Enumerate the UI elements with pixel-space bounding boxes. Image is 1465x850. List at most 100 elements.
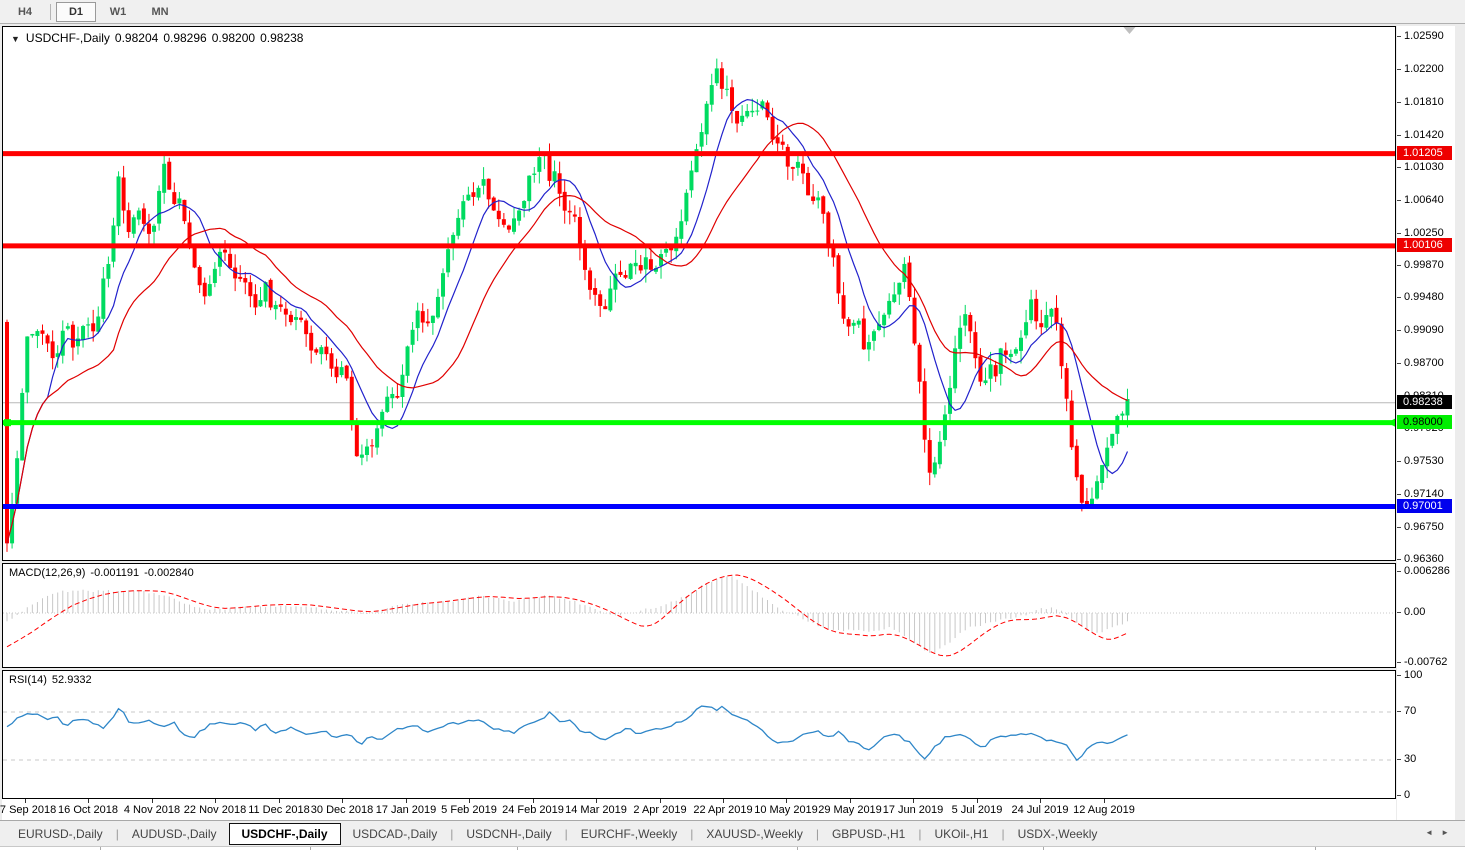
tab-eurusd-daily[interactable]: EURUSD-,Daily <box>18 826 103 841</box>
price-chart-panel: ▼ USDCHF-,Daily 0.98204 0.98296 0.98200 0.982… <box>2 26 1396 561</box>
tab-separator: | <box>918 826 922 841</box>
date-tick <box>723 799 724 803</box>
price-badge-0.97001: 0.97001 <box>1397 499 1452 513</box>
right-edge-strip <box>1455 24 1465 820</box>
price-tick <box>1397 461 1401 462</box>
date-axis[interactable]: 27 Sep 2018 16 Oct 2018 4 Nov 2018 22 Nov 2… <box>0 799 1396 820</box>
price-axis[interactable]: 1.02590 1.02200 1.01810 1.01420 1.01030 1.006… <box>1397 26 1455 820</box>
price-tick-label: 0.96750 <box>1404 521 1444 533</box>
tab-usdcad-daily[interactable]: USDCAD-,Daily <box>352 826 438 841</box>
macd-histogram <box>6 576 1128 653</box>
rsi-tick <box>1397 795 1401 796</box>
tab-audusd-daily[interactable]: AUDUSD-,Daily <box>131 826 217 841</box>
macd-label: MACD(12,26,9) -0.001191 -0.002840 <box>9 567 199 579</box>
chart-expand-icon[interactable]: ▼ <box>11 34 20 44</box>
price-tick-label: 0.98700 <box>1404 357 1444 369</box>
price-tick-label: 0.97140 <box>1404 488 1444 500</box>
macd-tick-label: -0.00762 <box>1404 656 1448 668</box>
fast-ma-line[interactable] <box>6 98 1129 544</box>
level-axis-arrow-icon <box>1387 418 1395 427</box>
macd-tick <box>1397 612 1401 613</box>
macd-tick-label: 0.00 <box>1404 606 1426 618</box>
price-tick-label: 1.01030 <box>1404 161 1444 173</box>
period-button-d1[interactable]: D1 <box>56 1 96 22</box>
price-chart-canvas[interactable] <box>3 27 1395 560</box>
toolbar-separator <box>50 3 51 20</box>
period-button-h4[interactable]: H4 <box>17 5 33 18</box>
price-tick-label: 1.02590 <box>1404 30 1444 42</box>
ohlc-close: 0.98238 <box>260 31 304 45</box>
level-line-handle[interactable] <box>4 419 11 427</box>
chart-header: ▼ USDCHF-,Daily 0.98204 0.98296 0.98200 0.982… <box>11 31 308 45</box>
date-tick <box>25 799 26 803</box>
date-label: 22 Nov 2018 <box>183 804 247 816</box>
price-tick <box>1397 297 1401 298</box>
macd-signal-value: -0.002840 <box>144 567 194 579</box>
date-tick <box>88 799 89 803</box>
price-tick-label: 0.99870 <box>1404 259 1444 271</box>
macd-tick <box>1397 571 1401 572</box>
price-tick-label: 1.02200 <box>1404 63 1444 75</box>
price-tick-label: 0.96360 <box>1404 553 1444 565</box>
date-label: 27 Sep 2018 <box>0 804 57 816</box>
price-tick <box>1397 200 1401 201</box>
end-of-data-marker-icon[interactable] <box>1123 27 1136 34</box>
status-separator <box>1043 847 1044 850</box>
tab-separator: | <box>564 826 568 841</box>
rsi-tick <box>1397 759 1401 760</box>
tab-eurchf-weekly[interactable]: EURCHF-,Weekly <box>580 826 678 841</box>
rsi-tick <box>1397 711 1401 712</box>
price-tick <box>1397 363 1401 364</box>
tab-usdchf-daily[interactable]: USDCHF-,Daily <box>228 822 341 845</box>
date-label: 30 Dec 2018 <box>310 804 374 816</box>
date-label: 5 Feb 2019 <box>441 804 497 816</box>
period-button-w1[interactable]: W1 <box>109 5 127 18</box>
macd-tick <box>1397 662 1401 663</box>
rsi-label: RSI(14) 52.9332 <box>9 674 97 686</box>
tab-ukoil-h1[interactable]: UKOil-,H1 <box>934 826 989 841</box>
date-tick <box>977 799 978 803</box>
macd-value: -0.001191 <box>90 567 140 579</box>
date-tick <box>913 799 914 803</box>
price-tick-label: 0.99090 <box>1404 324 1444 336</box>
tab-xauusd-weekly[interactable]: XAUUSD-,Weekly <box>706 826 803 841</box>
macd-panel: MACD(12,26,9) -0.001191 -0.002840 <box>2 563 1396 668</box>
date-label: 17 Jun 2019 <box>882 804 944 816</box>
tab-usdx-weekly[interactable]: USDX-,Weekly <box>1017 826 1098 841</box>
rsi-tick-label: 70 <box>1404 705 1417 717</box>
price-tick-label: 0.99480 <box>1404 291 1444 303</box>
tab-gbpusd-h1[interactable]: GBPUSD-,H1 <box>831 826 906 841</box>
candles <box>5 58 1130 552</box>
price-badge-1.00106: 1.00106 <box>1397 238 1452 252</box>
date-tick <box>469 799 470 803</box>
tab-separator: | <box>1001 826 1005 841</box>
price-tick <box>1397 135 1401 136</box>
rsi-tick <box>1397 675 1401 676</box>
price-tick <box>1397 559 1401 560</box>
status-separator <box>100 847 101 850</box>
date-tick <box>1040 799 1041 803</box>
rsi-panel: RSI(14) 52.9332 <box>2 670 1396 799</box>
macd-signal-line <box>6 574 1128 657</box>
ohlc-open: 0.98204 <box>114 31 159 45</box>
date-label: 5 Jul 2019 <box>951 804 1003 816</box>
date-tick <box>1104 799 1105 803</box>
rsi-tick-label: 100 <box>1404 669 1423 681</box>
date-tick <box>850 799 851 803</box>
rsi-line <box>6 705 1128 762</box>
rsi-label-name: RSI(14) <box>9 674 47 686</box>
rsi-canvas[interactable] <box>3 671 1395 798</box>
slow-ma-line[interactable] <box>6 122 1128 544</box>
period-button-mn[interactable]: MN <box>151 5 169 18</box>
tab-separator: | <box>115 826 119 841</box>
date-label: 17 Jan 2019 <box>375 804 437 816</box>
date-label: 29 May 2019 <box>818 804 882 816</box>
tab-usdcnh-daily[interactable]: USDCNH-,Daily <box>466 826 552 841</box>
rsi-tick-label: 30 <box>1404 753 1417 765</box>
tab-scroll-left-icon[interactable]: ◄ <box>1425 828 1442 837</box>
chart-tab-bar: EURUSD-,Daily | AUDUSD-,Daily USDCHF-,Daily… <box>0 820 1465 846</box>
chart-symbol-label: USDCHF-,Daily <box>25 31 110 45</box>
tab-scroll-right-icon[interactable]: ► <box>1441 828 1457 837</box>
date-label: 24 Feb 2019 <box>502 804 564 816</box>
macd-canvas[interactable] <box>3 564 1395 667</box>
